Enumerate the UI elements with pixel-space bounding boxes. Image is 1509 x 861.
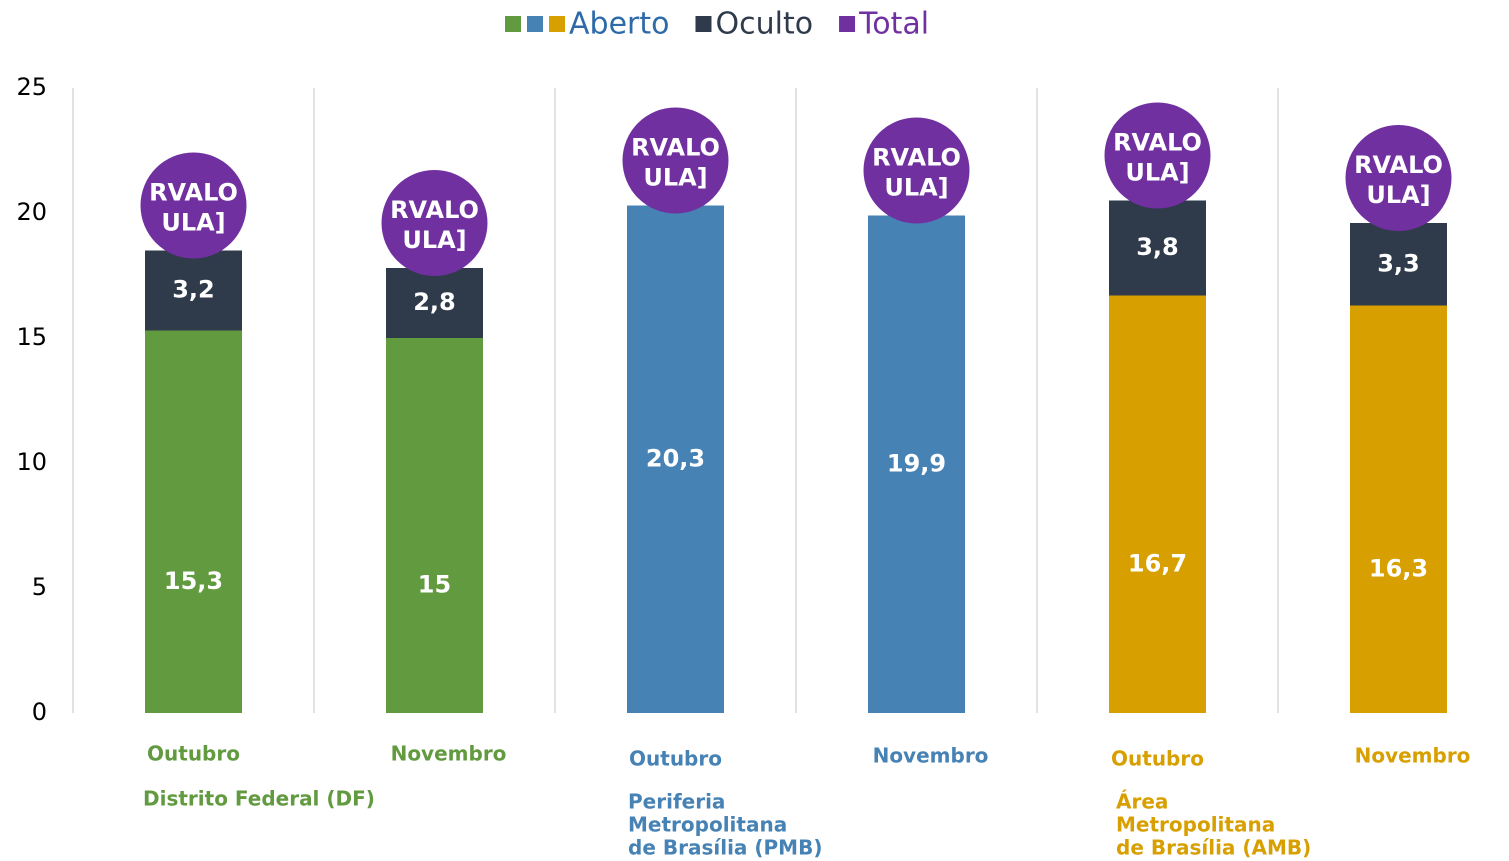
group-label: de Brasília (PMB)	[628, 836, 822, 860]
total-label: RVALO	[872, 144, 961, 172]
y-tick-label: 0	[32, 698, 47, 726]
total-label: ULA]	[161, 209, 225, 237]
data-label: 3,3	[1377, 249, 1420, 277]
total-bubble	[381, 170, 488, 276]
bar	[1350, 305, 1447, 713]
data-label: 16,3	[1369, 554, 1428, 582]
bar	[386, 268, 483, 338]
y-tick-label: 20	[16, 198, 47, 226]
total-label: ULA]	[643, 164, 707, 192]
bar	[1350, 223, 1447, 306]
total-label: ULA]	[884, 174, 948, 202]
x-tick-label: Novembro	[873, 744, 989, 768]
legend-swatch	[549, 16, 565, 32]
total-label: RVALO	[390, 196, 479, 224]
x-tick-label: Outubro	[629, 747, 722, 771]
total-label: RVALO	[149, 179, 238, 207]
bar	[145, 330, 242, 713]
group-label: de Brasília (AMB)	[1116, 836, 1311, 860]
group-label: Distrito Federal (DF)	[143, 787, 375, 811]
bar	[1109, 200, 1206, 296]
group-label: Metropolitana	[628, 813, 787, 837]
group-label: Área	[1116, 790, 1168, 814]
data-label: 15,3	[164, 567, 223, 595]
group-label: Periferia	[628, 790, 725, 814]
bar	[145, 250, 242, 331]
total-label: RVALO	[631, 134, 720, 162]
legend-label: Aberto	[569, 7, 669, 42]
data-label: 20,3	[646, 444, 705, 472]
x-tick-label: Novembro	[391, 742, 507, 766]
y-tick-label: 10	[16, 448, 47, 476]
legend-swatch	[505, 16, 521, 32]
bar	[386, 338, 483, 713]
legend-swatch	[839, 16, 856, 32]
total-label: RVALO	[1113, 129, 1202, 157]
total-label: ULA]	[1366, 181, 1430, 209]
y-tick-label: 25	[16, 73, 47, 101]
legend-label: Total	[858, 7, 929, 42]
group-label: Metropolitana	[1116, 813, 1275, 837]
total-label: ULA]	[402, 226, 466, 254]
y-tick-label: 15	[16, 323, 47, 351]
data-label: 19,9	[887, 449, 946, 477]
legend-swatch	[527, 16, 543, 32]
total-bubble	[140, 152, 247, 259]
data-label: 2,8	[413, 288, 456, 316]
bar	[1109, 295, 1206, 713]
data-label: 3,8	[1136, 233, 1179, 261]
data-label: 16,7	[1128, 549, 1187, 577]
x-tick-label: Outubro	[1111, 747, 1204, 771]
data-label: 3,2	[172, 276, 215, 304]
bar	[868, 215, 965, 713]
total-label: RVALO	[1354, 151, 1443, 179]
bar	[627, 205, 724, 713]
legend-swatch	[695, 16, 712, 32]
data-label: 15	[418, 571, 451, 599]
legend-label: Oculto	[715, 7, 813, 42]
total-bubble	[1104, 102, 1211, 209]
y-tick-label: 5	[32, 573, 47, 601]
x-tick-label: Outubro	[147, 742, 240, 766]
x-tick-label: Novembro	[1355, 744, 1471, 768]
total-bubble	[1345, 125, 1452, 231]
total-bubble	[622, 107, 729, 214]
total-label: ULA]	[1125, 159, 1189, 187]
total-bubble	[863, 117, 970, 224]
